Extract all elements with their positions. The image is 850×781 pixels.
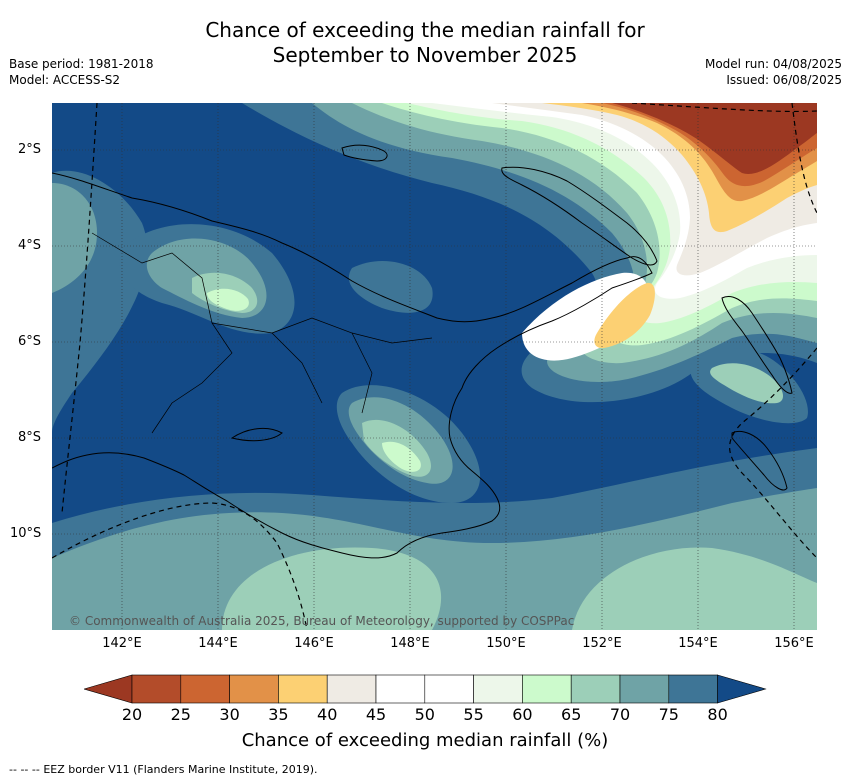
colorbar-cell	[668, 674, 718, 704]
lon-label-152e: 152°E	[582, 636, 622, 651]
colorbar-cell	[326, 674, 377, 704]
contour-tongue-55	[522, 272, 649, 361]
map-canvas: © Commonwealth of Australia 2025, Bureau…	[52, 103, 817, 630]
map-title: Chance of exceeding the median rainfall …	[0, 18, 850, 68]
contour-east-60	[382, 441, 421, 472]
contour-ne-25	[612, 103, 817, 174]
colorbar-tick-label: 45	[365, 705, 387, 724]
contour-south-65	[222, 547, 442, 630]
eez-legend-dash: --	[20, 763, 29, 776]
contour-solomon-65	[710, 363, 784, 404]
contour-highland-60	[207, 288, 249, 311]
lat-label-8s: 8°S	[18, 430, 42, 445]
colorbar-tick-label: 35	[268, 705, 289, 724]
lon-label-156e: 156°E	[774, 636, 814, 651]
colorbar-tick-label: 50	[414, 705, 435, 724]
colorbar-extend-low	[84, 674, 133, 704]
graticule	[52, 103, 817, 630]
map-title-line2: September to November 2025	[272, 43, 578, 67]
colorbar-tick-label: 20	[121, 705, 143, 724]
rainfall-map: © Commonwealth of Australia 2025, Bureau…	[52, 103, 817, 630]
colorbar-tick-label: 65	[561, 705, 582, 724]
colorbar-tick-label: 60	[512, 705, 533, 724]
lat-label-4s: 4°S	[18, 238, 42, 253]
coastlines	[52, 144, 793, 559]
colorbar-tick-label: 70	[609, 705, 631, 724]
new-guinea-coast	[52, 172, 653, 559]
model-run: Model run: 04/08/2025	[704, 57, 842, 71]
bougainville-coast	[721, 296, 793, 394]
eez-borders	[52, 103, 817, 630]
lat-label-6s: 6°S	[18, 334, 42, 349]
colorbar	[84, 674, 767, 704]
meta-right: Model run: 04/08/2025 Issued: 06/08/2025	[705, 56, 842, 88]
colorbar-tick-label: 25	[170, 705, 191, 724]
torres-strait-islands	[230, 427, 283, 442]
colorbar-cell	[570, 674, 621, 704]
colorbar-tick-label: 80	[707, 705, 728, 724]
model-name: Model: ACCESS-S2	[9, 73, 121, 87]
colorbar-cell	[375, 674, 426, 704]
lon-label-142e: 142°E	[102, 636, 142, 651]
colorbar-cell	[522, 674, 572, 704]
colorbar-cell	[278, 674, 328, 704]
credit-text: © Commonwealth of Australia 2025, Bureau…	[69, 614, 574, 628]
colorbar-cell	[131, 674, 182, 704]
lon-label-150e: 150°E	[486, 636, 526, 651]
lon-label-148e: 148°E	[390, 636, 430, 651]
colorbar-cell	[619, 674, 670, 704]
lon-label-144e: 144°E	[198, 636, 238, 651]
issued-date: Issued: 06/08/2025	[726, 73, 842, 87]
colorbar-title: Chance of exceeding median rainfall (%)	[241, 730, 609, 751]
lat-label-2s: 2°S	[18, 142, 42, 157]
lon-label-154e: 154°E	[678, 636, 718, 651]
colorbar-cell	[229, 674, 279, 704]
contour-south-65b	[572, 547, 817, 630]
colorbar-tick-label: 40	[317, 705, 338, 724]
solomon-coast	[731, 430, 788, 491]
colorbar-tick-label: 75	[658, 705, 679, 724]
base-period: Base period: 1981-2018	[9, 57, 154, 71]
colorbar-tick-label: 30	[219, 705, 240, 724]
contour-centre-75	[348, 260, 433, 313]
new-ireland-coast	[341, 144, 388, 162]
eez-legend-dash: --	[9, 763, 17, 776]
provincial-borders	[91, 232, 433, 434]
colorbar-extend-high	[717, 674, 767, 704]
eez-legend: -- -- -- EEZ border V11 (Flanders Marine…	[9, 763, 318, 776]
contour-tongue-40	[594, 282, 655, 349]
meta-left: Base period: 1981-2018 Model: ACCESS-S2	[9, 56, 154, 88]
new-britain-coast	[501, 166, 658, 266]
colorbar-tick-label: 55	[463, 705, 484, 724]
colorbar-cell	[473, 674, 523, 704]
lat-label-10s: 10°S	[10, 526, 42, 541]
colorbar-cell	[424, 674, 474, 704]
eez-legend-text: -- EEZ border V11 (Flanders Marine Insti…	[31, 763, 318, 776]
lon-label-146e: 146°E	[294, 636, 334, 651]
colorbar-cell	[180, 674, 230, 704]
map-title-line1: Chance of exceeding the median rainfall …	[205, 18, 645, 42]
